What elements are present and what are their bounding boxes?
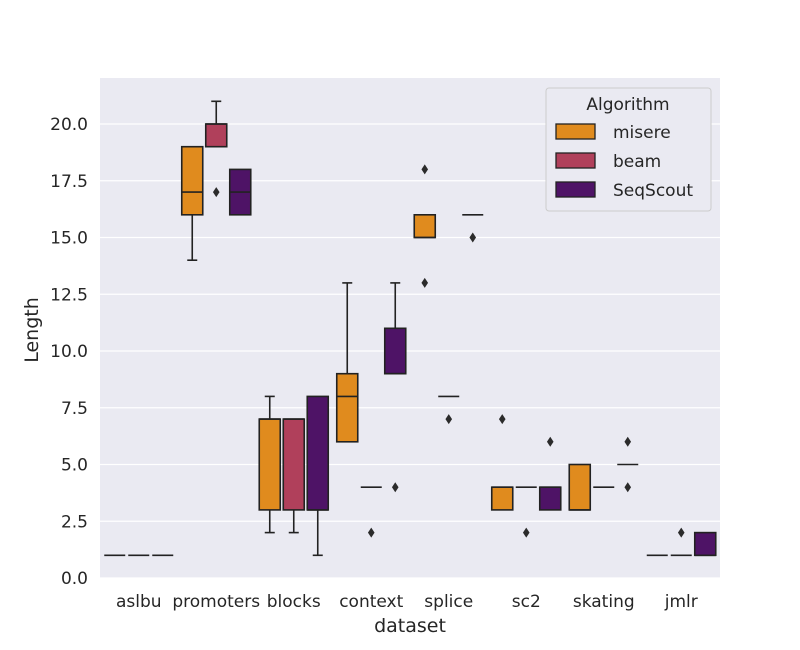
box-SeqScout-jmlr xyxy=(693,531,717,557)
y-tick-labels: 0.0 2.5 5.0 7.5 10.0 12.5 15.0 17.5 20.0 xyxy=(50,115,88,589)
outlier-point xyxy=(367,527,375,538)
box-misere-promoters xyxy=(180,145,204,262)
y-tick-label: 7.5 xyxy=(61,399,88,419)
x-tick-label: blocks xyxy=(267,592,321,612)
box-beam-context xyxy=(360,486,382,538)
x-tick-label: aslbu xyxy=(116,592,162,612)
legend-swatch-beam xyxy=(555,152,596,169)
box-beam-sc2 xyxy=(515,486,537,538)
box-body xyxy=(383,327,407,375)
box-series xyxy=(104,100,717,557)
legend-label-SeqScout: SeqScout xyxy=(613,181,693,201)
box-body xyxy=(335,372,359,443)
outlier-point xyxy=(445,414,453,425)
y-tick-label: 2.5 xyxy=(61,512,88,532)
y-tick-label: 0.0 xyxy=(61,569,88,589)
box-misere-context xyxy=(335,282,359,443)
outlier-point xyxy=(677,527,685,538)
y-tick-label: 12.5 xyxy=(50,285,88,305)
legend-swatch-misere xyxy=(555,123,596,140)
box-SeqScout-blocks xyxy=(306,395,330,557)
box-SeqScout-splice xyxy=(462,214,484,243)
box-body xyxy=(693,531,717,557)
box-body xyxy=(538,486,562,511)
outlier-point xyxy=(546,436,554,447)
box-misere-blocks xyxy=(258,395,282,534)
box-misere-sc2 xyxy=(490,414,514,511)
box-body xyxy=(568,463,592,511)
x-tick-label: sc2 xyxy=(512,592,541,612)
outlier-point xyxy=(624,436,632,447)
y-tick-label: 10.0 xyxy=(50,342,88,362)
outlier-point xyxy=(391,482,399,493)
box-SeqScout-context xyxy=(383,282,407,493)
legend-label-misere: misere xyxy=(613,123,671,143)
box-beam-splice xyxy=(438,395,460,425)
box-beam-blocks xyxy=(282,418,306,534)
box-beam-promoters xyxy=(204,100,228,198)
box-misere-skating xyxy=(568,463,592,511)
outlier-point xyxy=(421,277,429,288)
box-body xyxy=(306,395,330,511)
y-tick-label: 5.0 xyxy=(61,456,88,476)
outlier-point xyxy=(469,232,477,243)
outlier-point xyxy=(212,187,220,198)
x-axis-label: dataset xyxy=(374,615,446,637)
legend-label-beam: beam xyxy=(613,152,661,172)
outlier-point xyxy=(421,164,429,175)
x-tick-label: context xyxy=(339,592,403,612)
y-tick-label: 20.0 xyxy=(50,115,88,135)
box-beam-jmlr xyxy=(670,527,692,557)
box-body xyxy=(204,123,228,148)
x-tick-label: splice xyxy=(424,592,473,612)
legend-frame xyxy=(545,87,712,212)
x-tick-labels: aslbu promoters blocks context splice sc2 skat… xyxy=(116,592,698,612)
box-SeqScout-skating xyxy=(617,436,639,493)
box-body xyxy=(490,486,514,511)
box-body xyxy=(413,214,437,239)
y-axis-label: Length xyxy=(21,297,43,363)
box-SeqScout-promoters xyxy=(228,168,252,216)
y-tick-label: 17.5 xyxy=(50,172,88,192)
outlier-point xyxy=(624,482,632,493)
legend-title: Algorithm xyxy=(586,95,669,115)
box-body xyxy=(258,418,282,511)
outlier-point xyxy=(522,527,530,538)
x-tick-label: promoters xyxy=(172,592,260,612)
box-body xyxy=(282,418,306,511)
y-tick-label: 15.0 xyxy=(50,229,88,249)
x-tick-label: jmlr xyxy=(664,592,698,612)
box-SeqScout-sc2 xyxy=(538,436,562,511)
box-misere-splice xyxy=(413,164,437,288)
legend-swatch-SeqScout xyxy=(555,181,596,198)
outlier-point xyxy=(498,414,506,425)
box-body xyxy=(180,145,204,216)
legend: Algorithm misere beam SeqScout xyxy=(545,87,712,212)
x-tick-label: skating xyxy=(573,592,635,612)
